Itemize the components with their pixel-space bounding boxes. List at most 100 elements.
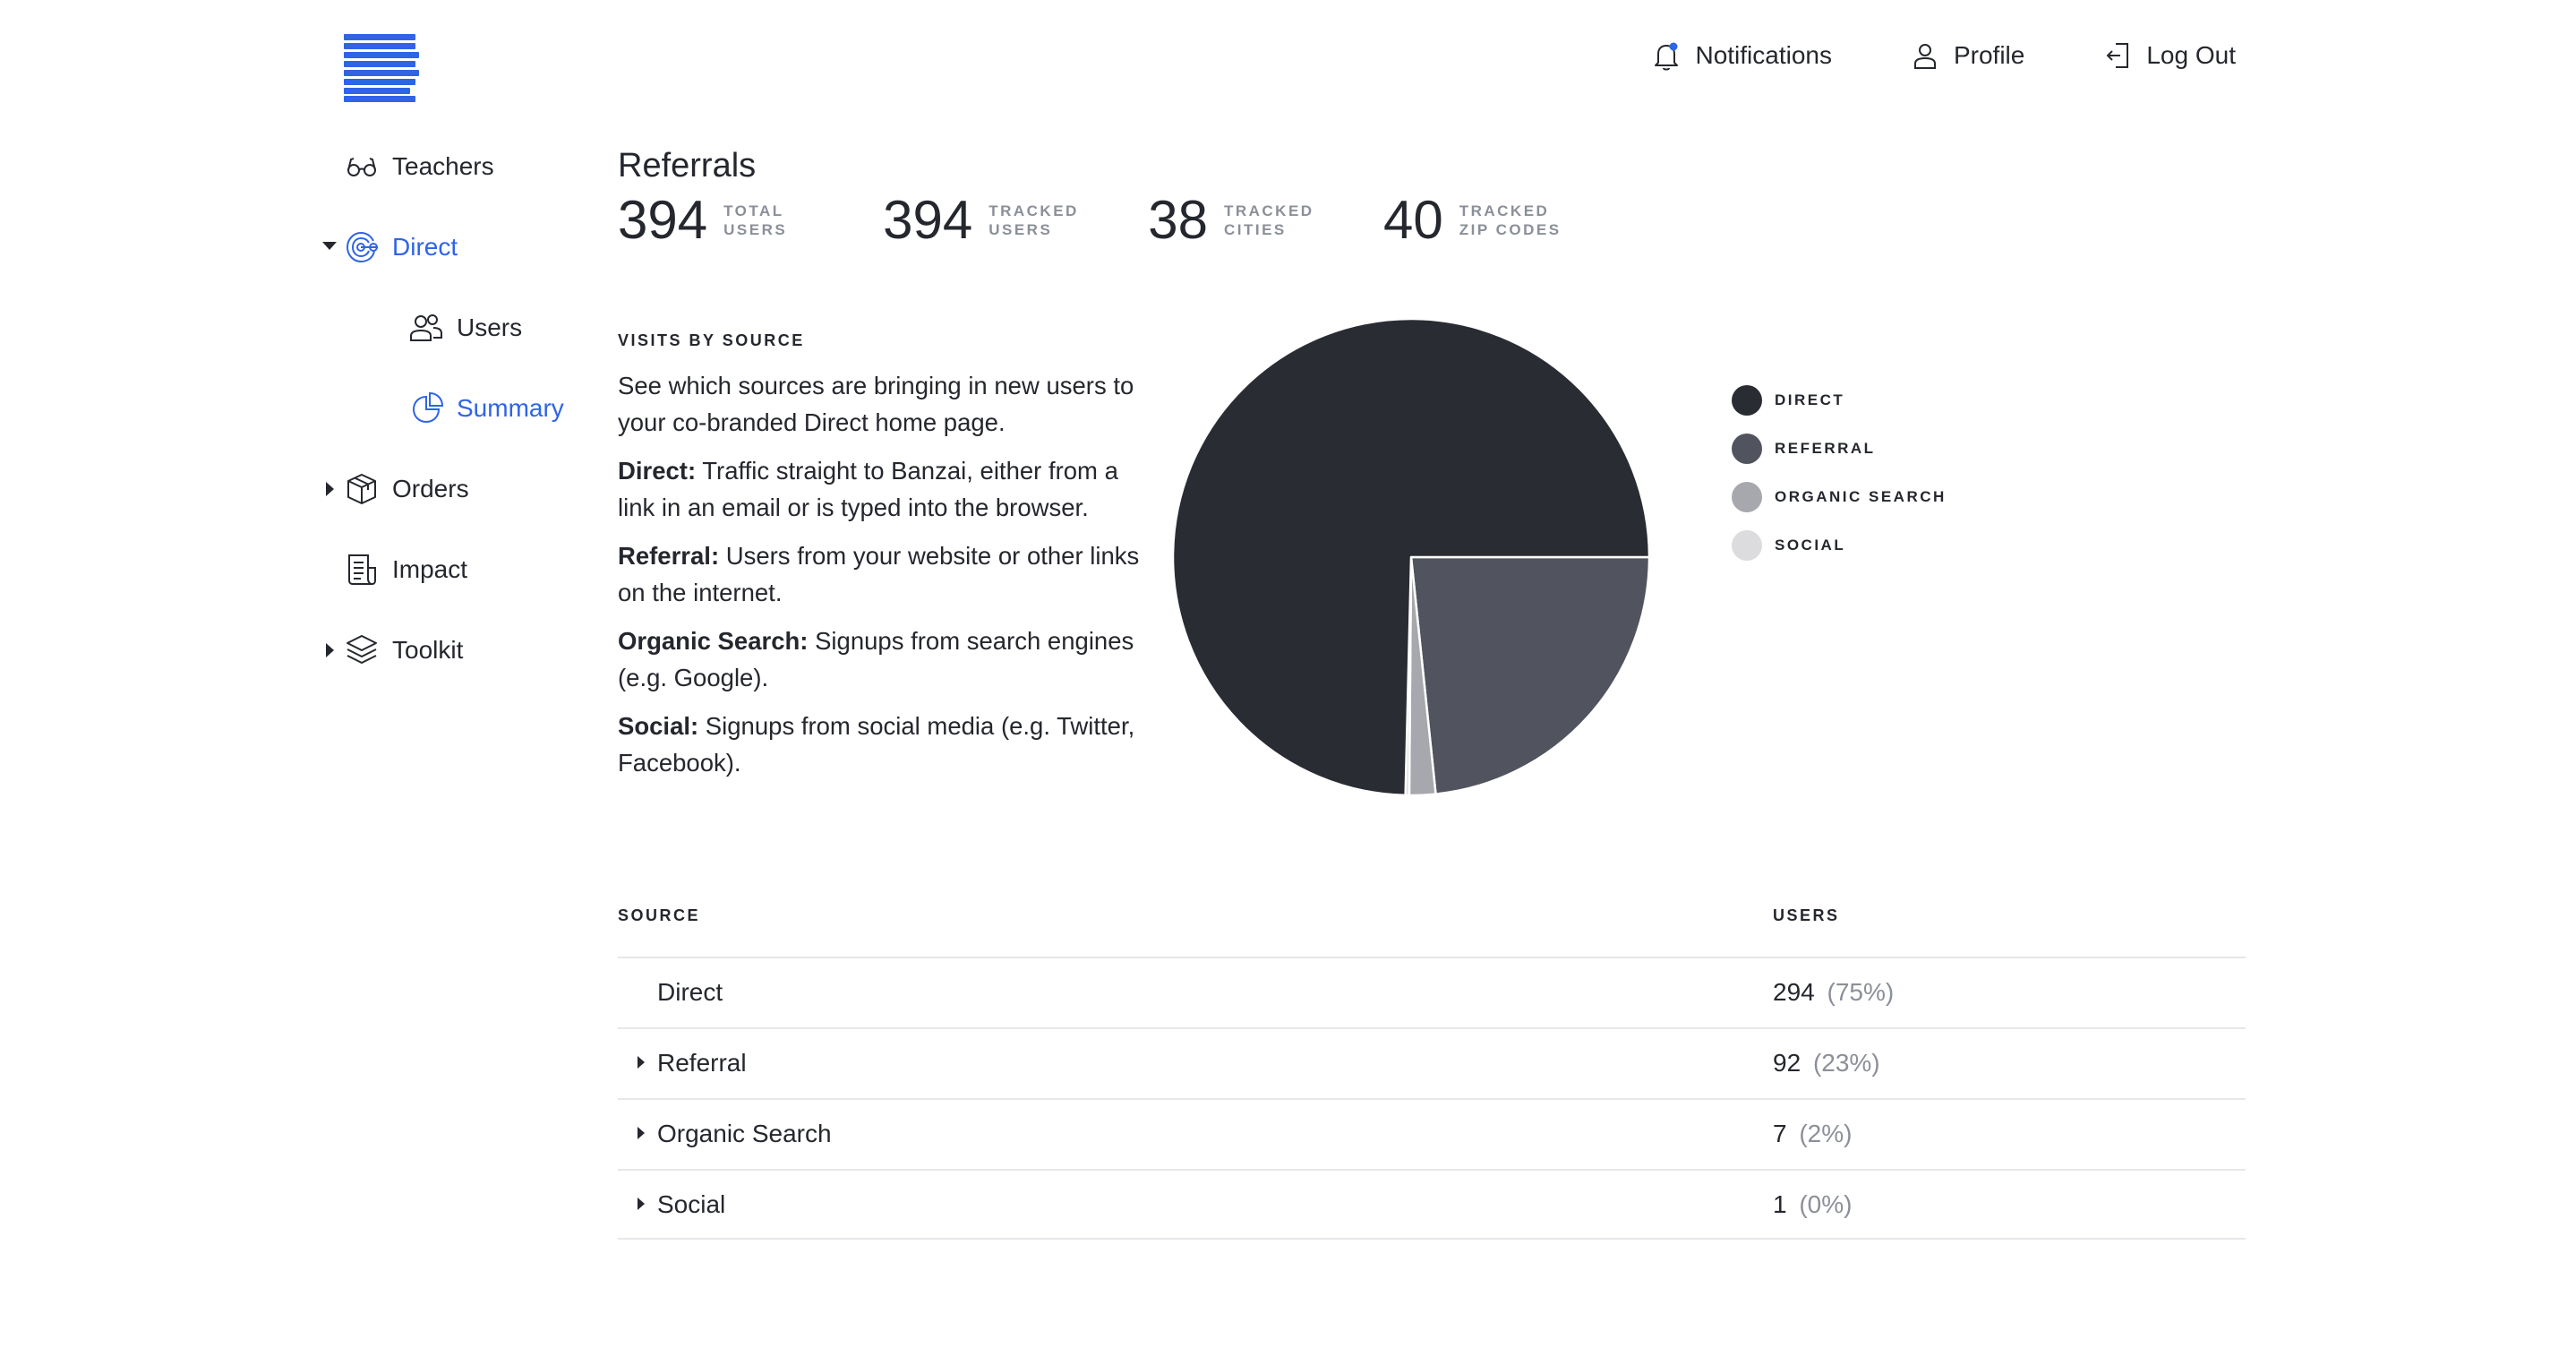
table-body: Direct 294 (75%) Referral 92 (23%) Organic S… [618, 957, 2246, 1240]
sidebar-item-label: Direct [392, 233, 458, 261]
chevron-right-icon[interactable] [638, 1056, 645, 1069]
notifications-link[interactable]: Notifications [1650, 39, 1832, 72]
stat-label: TOTAL USERS [723, 202, 788, 238]
sources-table: SOURCE USERS Direct 294 (75%) Referral 92 (… [618, 906, 2246, 1240]
sidebar-item-users[interactable]: Users [408, 310, 522, 346]
sidebar-item-label: Teachers [392, 152, 494, 180]
stat-label: TRACKED ZIP CODES [1459, 202, 1562, 238]
chevron-right-icon[interactable] [326, 482, 334, 496]
legend-swatch [1732, 385, 1762, 416]
target-icon [346, 231, 378, 263]
definition-direct: Direct: Traffic straight to Banzai, eith… [618, 457, 1118, 521]
row-users: 92 (23%) [1773, 1049, 1880, 1078]
table-header: SOURCE USERS [618, 906, 2246, 957]
intro-text: See which sources are bringing in new us… [618, 372, 1134, 436]
stat-label: TRACKED USERS [988, 202, 1079, 238]
pie-slice-referral[interactable] [1409, 555, 1651, 795]
sidebar-item-toolkit[interactable]: Toolkit [326, 632, 464, 668]
stat-tracked-zip-codes: 40 TRACKED ZIP CODES [1383, 193, 1594, 247]
row-source: Referral [657, 1049, 747, 1077]
table-row[interactable]: Direct 294 (75%) [618, 957, 2246, 1027]
pie-chart-icon [412, 391, 444, 424]
sidebar-item-orders[interactable]: Orders [326, 471, 469, 507]
legend-item: REFERRAL [1732, 434, 1947, 464]
row-users-percent: (23%) [1812, 1049, 1880, 1077]
row-users-count: 1 [1773, 1190, 1787, 1218]
report-icon [348, 554, 376, 585]
row-users-percent: (0%) [1799, 1190, 1853, 1218]
logout-icon [2106, 43, 2129, 68]
visits-by-source-heading: VISITS BY SOURCE [618, 331, 805, 349]
page-title: Referrals [618, 147, 757, 185]
app-logo[interactable] [344, 34, 419, 102]
row-users-count: 294 [1773, 978, 1815, 1006]
visits-pie-chart [1171, 317, 1651, 797]
stat-label: TRACKED CITIES [1223, 202, 1314, 238]
users-icon [410, 314, 442, 341]
stats-bar: 394 TOTAL USERS 394 TRACKED USERS 38 TRACK… [618, 193, 1646, 247]
row-users-percent: (75%) [1827, 978, 1895, 1006]
bell-icon [1655, 42, 1679, 71]
legend-swatch [1732, 434, 1762, 464]
sidebar-item-label: Toolkit [392, 636, 464, 664]
legend-item: DIRECT [1732, 385, 1947, 416]
sidebar-item-label: Summary [457, 394, 564, 422]
row-users: 294 (75%) [1773, 978, 1894, 1007]
layers-icon [347, 635, 377, 664]
stat-value: 40 [1382, 190, 1443, 250]
definition-organic-search: Organic Search: Signups from search engi… [618, 627, 1134, 691]
row-users: 7 (2%) [1773, 1120, 1852, 1148]
row-source: Organic Search [657, 1120, 832, 1147]
row-users-percent: (2%) [1799, 1120, 1853, 1147]
top-nav: Notifications Profile Log Out [1650, 39, 2236, 72]
profile-label: Profile [1953, 41, 2025, 69]
stat-value: 394 [618, 190, 708, 250]
row-users-count: 7 [1773, 1120, 1787, 1147]
logout-link[interactable]: Log Out [2101, 39, 2236, 72]
row-users-count: 92 [1773, 1049, 1801, 1077]
stat-value: 38 [1148, 190, 1208, 250]
table-row[interactable]: Social 1 (0%) [618, 1169, 2246, 1240]
logout-label: Log Out [2146, 41, 2236, 69]
stat-tracked-cities: 38 TRACKED CITIES [1148, 193, 1331, 247]
source-description: See which sources are bringing in new us… [618, 367, 1155, 793]
sidebar-item-label: Orders [392, 475, 469, 502]
sidebar-item-teachers[interactable]: Teachers [344, 149, 494, 185]
chevron-right-icon[interactable] [638, 1198, 645, 1210]
definition-referral: Referral: Users from your website or oth… [618, 542, 1140, 606]
glasses-icon [347, 158, 376, 176]
row-source: Direct [657, 978, 723, 1006]
box-icon [347, 474, 376, 504]
stat-tracked-users: 394 TRACKED USERS [883, 193, 1096, 247]
legend-item: SOCIAL [1732, 530, 1947, 561]
legend-item: ORGANIC SEARCH [1732, 482, 1947, 512]
legend-label: REFERRAL [1775, 440, 1876, 457]
stat-total-users: 394 TOTAL USERS [618, 193, 831, 247]
chevron-right-icon[interactable] [638, 1127, 645, 1139]
chevron-down-icon[interactable] [322, 242, 337, 250]
chart-legend: DIRECT REFERRAL ORGANIC SEARCH SOCIAL [1732, 385, 1947, 579]
table-row[interactable]: Referral 92 (23%) [618, 1027, 2246, 1098]
definition-social: Social: Signups from social media (e.g. … [618, 712, 1135, 777]
sidebar-item-direct[interactable]: Direct [322, 229, 458, 265]
legend-label: DIRECT [1775, 391, 1845, 408]
notifications-label: Notifications [1695, 41, 1832, 69]
column-header-source: SOURCE [618, 906, 701, 924]
legend-swatch [1732, 530, 1762, 561]
profile-link[interactable]: Profile [1909, 39, 2024, 72]
legend-label: ORGANIC SEARCH [1775, 488, 1947, 505]
sidebar-item-label: Impact [392, 555, 468, 583]
stat-value: 394 [883, 190, 973, 250]
sidebar-item-label: Users [457, 313, 523, 341]
person-icon [1913, 44, 1936, 69]
sidebar-item-impact[interactable]: Impact [344, 552, 467, 588]
row-source: Social [657, 1190, 726, 1218]
row-users: 1 (0%) [1773, 1190, 1852, 1219]
column-header-users: USERS [1773, 906, 1840, 924]
chevron-right-icon[interactable] [326, 643, 334, 657]
table-row[interactable]: Organic Search 7 (2%) [618, 1098, 2246, 1169]
sidebar-item-summary[interactable]: Summary [408, 391, 564, 426]
legend-label: SOCIAL [1775, 537, 1846, 554]
pie-slice-direct[interactable] [1171, 317, 1651, 797]
legend-swatch [1732, 482, 1762, 512]
